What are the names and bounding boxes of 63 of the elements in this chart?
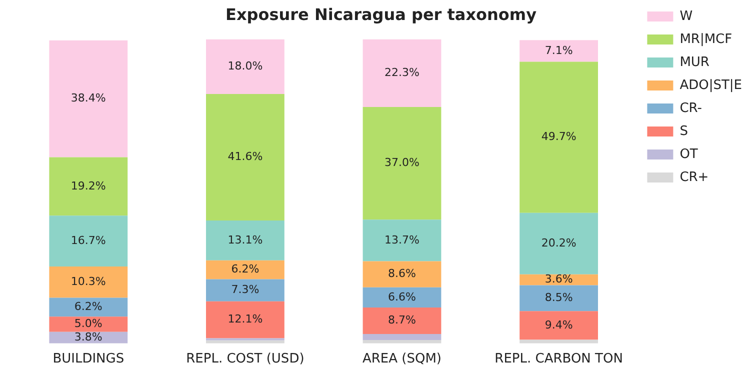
data-label: 9.4% — [544, 318, 573, 332]
data-label: 6.2% — [231, 262, 260, 276]
bar — [520, 212, 598, 274]
data-label: 3.6% — [544, 272, 573, 286]
bar — [49, 40, 128, 158]
data-label: 8.7% — [388, 314, 416, 327]
bar — [362, 39, 442, 108]
bar — [49, 298, 128, 317]
data-label: 7.1% — [544, 44, 573, 57]
bar — [206, 94, 284, 221]
legend-label: MUR — [680, 54, 710, 70]
bar — [520, 311, 598, 340]
bar — [206, 260, 284, 280]
data-label: 7.3% — [231, 283, 260, 296]
x-tick-label: REPL. CARBON TON — [494, 352, 623, 367]
data-label: 8.6% — [388, 267, 416, 280]
x-tick-label: AREA (SQM) — [362, 352, 442, 367]
data-label: 41.6% — [228, 150, 263, 164]
data-label: 8.5% — [544, 291, 573, 304]
bar — [520, 285, 598, 312]
bar — [520, 40, 598, 62]
bar — [520, 62, 598, 213]
bar — [520, 340, 598, 344]
bar — [206, 301, 284, 338]
bar — [362, 308, 442, 334]
data-label: 16.7% — [70, 234, 106, 247]
legend-label: OT — [680, 146, 698, 162]
x-tick-label: REPL. COST (USD) — [186, 352, 304, 367]
data-label: 13.7% — [384, 233, 420, 246]
legend-label: CR- — [680, 100, 702, 116]
data-label: 49.7% — [541, 130, 576, 144]
data-label: 12.1% — [228, 312, 263, 326]
legend-label: ADO|ST|E — [680, 78, 742, 93]
bar — [49, 266, 128, 298]
data-label: 37.0% — [384, 156, 420, 170]
bar — [206, 39, 284, 94]
data-label: 6.6% — [388, 290, 416, 304]
bar — [362, 107, 442, 220]
legend-label: S — [680, 124, 688, 139]
bar — [49, 216, 128, 266]
legend-label: MR|MCF — [680, 32, 732, 47]
data-label: 22.3% — [384, 66, 420, 79]
chart-title: Exposure Nicaragua per taxonomy — [226, 4, 538, 24]
bar — [362, 220, 442, 262]
data-label: 3.8% — [74, 330, 102, 344]
data-label: 6.2% — [74, 300, 102, 314]
bar — [49, 157, 128, 216]
x-tick-label: BUILDINGS — [52, 352, 124, 367]
data-label: 10.3% — [70, 274, 106, 288]
data-label: 19.2% — [70, 179, 106, 192]
data-label: 20.2% — [541, 236, 576, 250]
bar — [206, 220, 284, 260]
bar — [206, 279, 284, 302]
bar — [49, 316, 128, 332]
legend-label: W — [680, 8, 693, 24]
data-label: 38.4% — [70, 92, 106, 105]
data-label: 18.0% — [228, 59, 263, 72]
bar — [362, 287, 442, 308]
legend-label: CR+ — [680, 170, 709, 185]
bar — [362, 334, 442, 340]
data-label: 13.1% — [228, 233, 263, 246]
data-label: 5.0% — [74, 317, 102, 330]
bar — [362, 261, 442, 288]
